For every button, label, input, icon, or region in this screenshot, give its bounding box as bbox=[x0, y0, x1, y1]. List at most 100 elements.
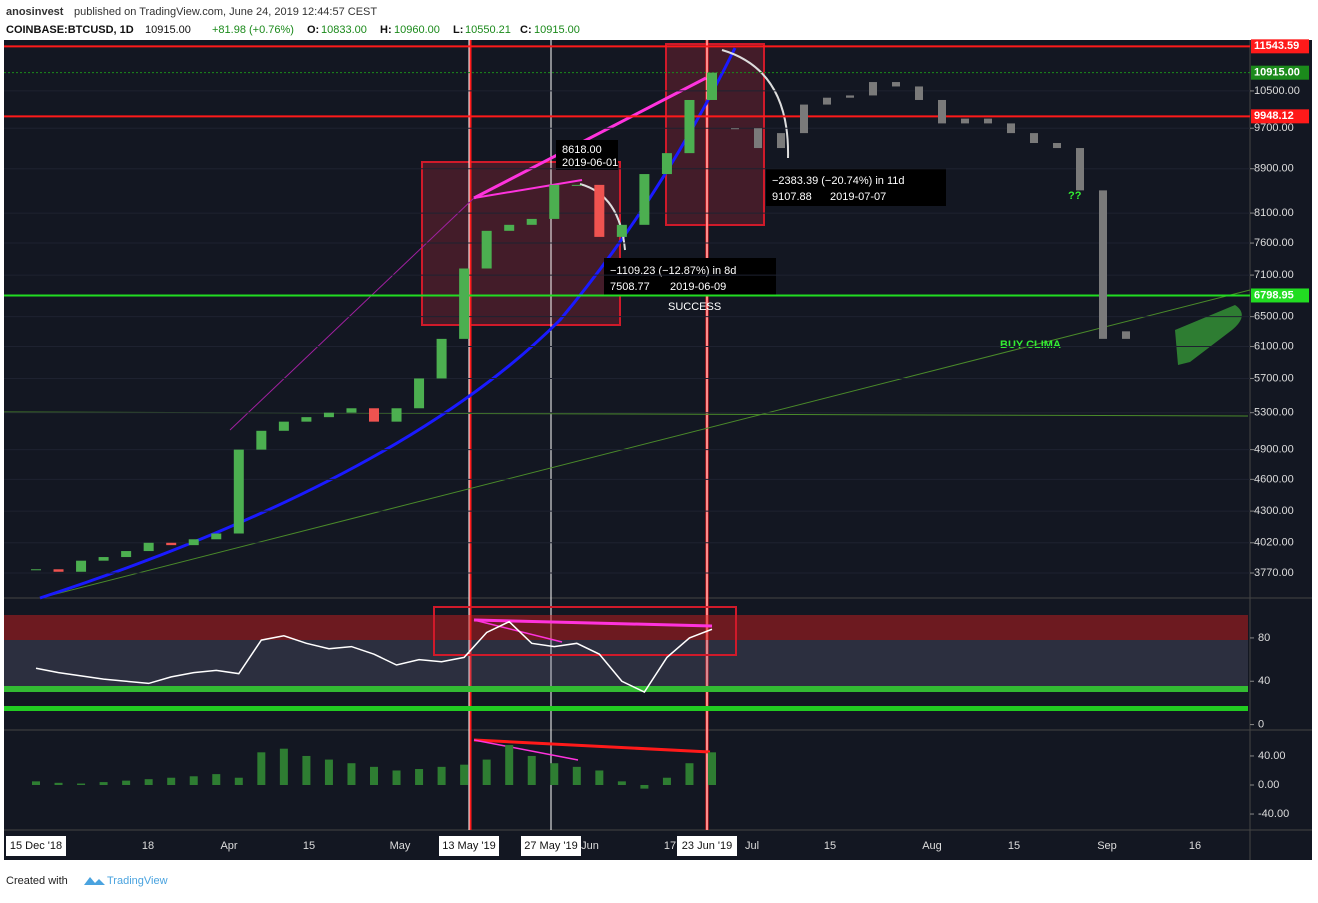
author[interactable]: anosinvest bbox=[6, 6, 64, 18]
projection-candle bbox=[915, 86, 923, 100]
candle bbox=[233, 449, 244, 534]
annotation: 8618.00 bbox=[562, 144, 602, 156]
x-tick-label: 27 May '19 bbox=[524, 840, 577, 852]
candle bbox=[53, 569, 64, 572]
symbol: COINBASE:BTCUSD, 1D bbox=[6, 24, 134, 36]
x-tick-label: 15 Dec '18 bbox=[10, 840, 62, 852]
projection-candle bbox=[892, 82, 900, 87]
osc-bar bbox=[167, 777, 176, 785]
rsi-overbought-band bbox=[4, 615, 1248, 640]
c-value: 10915.00 bbox=[534, 24, 580, 36]
annotation: 2019-06-01 bbox=[562, 157, 618, 169]
candle bbox=[414, 378, 425, 409]
annotation: −2383.39 (−20.74%) in 11d bbox=[772, 175, 905, 187]
o-value: 10833.00 bbox=[321, 24, 367, 36]
annotation: 7508.77 bbox=[610, 281, 650, 293]
osc-bar bbox=[212, 774, 221, 785]
osc-bar bbox=[662, 777, 671, 785]
osc-bar bbox=[257, 752, 266, 785]
candle bbox=[526, 218, 537, 225]
header-bg bbox=[0, 0, 1318, 40]
footer-text: Created with bbox=[6, 875, 68, 887]
osc-bar bbox=[370, 766, 378, 785]
annotation-box bbox=[556, 140, 618, 170]
projection-candle bbox=[1099, 190, 1107, 339]
published: published on TradingView.com, June 24, 2… bbox=[74, 6, 377, 18]
annotation: 2019-07-07 bbox=[830, 191, 886, 203]
candle bbox=[301, 417, 312, 422]
candle bbox=[459, 268, 470, 339]
x-tick-label: 15 bbox=[303, 840, 315, 852]
candle bbox=[707, 72, 717, 100]
x-label-box bbox=[6, 836, 66, 856]
osc-bar bbox=[685, 763, 694, 785]
c-label: C: bbox=[520, 24, 532, 36]
osc-bar bbox=[415, 769, 424, 785]
x-tick-label: 15 bbox=[1008, 840, 1020, 852]
o-label: O: bbox=[307, 24, 319, 36]
y-tick-label: 3770.00 bbox=[1254, 567, 1294, 579]
y-tick-label: 9700.00 bbox=[1254, 122, 1294, 134]
y-tick-label: 4300.00 bbox=[1254, 505, 1294, 517]
osc-bar bbox=[144, 779, 153, 785]
osc-bar bbox=[77, 783, 86, 785]
rsi-band bbox=[4, 640, 1248, 688]
osc-tick-label: 0.00 bbox=[1258, 779, 1279, 791]
logo bbox=[84, 877, 105, 885]
candle bbox=[31, 569, 41, 571]
brand[interactable]: TradingView bbox=[107, 875, 168, 887]
osc-bar bbox=[99, 782, 108, 785]
parabolic-curve bbox=[39, 47, 737, 600]
annotation: BUY CLIMA bbox=[1000, 339, 1061, 351]
rsi-tick-label: 0 bbox=[1258, 718, 1264, 730]
candle bbox=[76, 560, 87, 572]
x-tick-label: Jun bbox=[581, 840, 599, 852]
projection-candle bbox=[1007, 123, 1015, 134]
osc-bar bbox=[527, 755, 536, 785]
price-label: 10915.00 bbox=[1254, 67, 1300, 79]
price-label-bg bbox=[1251, 288, 1309, 303]
arrow bbox=[721, 49, 790, 159]
projection-candle bbox=[1030, 133, 1038, 144]
candle bbox=[549, 184, 560, 219]
price-label-bg bbox=[1251, 39, 1309, 54]
candle bbox=[121, 551, 132, 558]
projection-candle bbox=[961, 118, 969, 124]
osc-bar bbox=[234, 777, 243, 785]
divergence-line bbox=[473, 738, 711, 754]
projection-candle bbox=[823, 97, 831, 105]
y-tick-label: 6500.00 bbox=[1254, 311, 1294, 323]
osc-bar bbox=[32, 781, 40, 785]
y-tick-label: 8100.00 bbox=[1254, 207, 1294, 219]
candle bbox=[211, 533, 222, 540]
price-label: 6798.95 bbox=[1254, 289, 1294, 301]
last-price: 10915.00 bbox=[145, 24, 191, 36]
rsi-oversold-band bbox=[4, 686, 1248, 692]
x-tick-label: 18 bbox=[142, 840, 154, 852]
projection-candle bbox=[731, 128, 739, 130]
projection-candle bbox=[800, 104, 808, 134]
osc-bar bbox=[122, 780, 131, 785]
projection-candle bbox=[846, 95, 854, 98]
x-tick-label: Aug bbox=[922, 840, 942, 852]
l-label: L: bbox=[453, 24, 463, 36]
projection-candle bbox=[869, 82, 877, 96]
candle bbox=[369, 408, 379, 422]
projection-candle bbox=[777, 133, 785, 149]
osc-bar bbox=[595, 770, 604, 785]
annotation-box bbox=[604, 258, 776, 296]
candle bbox=[166, 542, 177, 546]
osc-tick-label: -40.00 bbox=[1258, 808, 1289, 820]
osc-bar bbox=[482, 759, 491, 785]
y-tick-label: 4020.00 bbox=[1254, 537, 1294, 549]
osc-bar bbox=[347, 763, 356, 785]
osc-bar bbox=[572, 766, 581, 785]
x-label-box bbox=[521, 836, 581, 856]
x-tick-label: 17 bbox=[664, 840, 676, 852]
projection-candle bbox=[984, 118, 992, 124]
x-tick-label: 23 Jun '19 bbox=[682, 840, 732, 852]
price-label-bg bbox=[1251, 65, 1309, 80]
x-tick-label: Jul bbox=[745, 840, 759, 852]
x-tick-label: Apr bbox=[220, 840, 237, 852]
